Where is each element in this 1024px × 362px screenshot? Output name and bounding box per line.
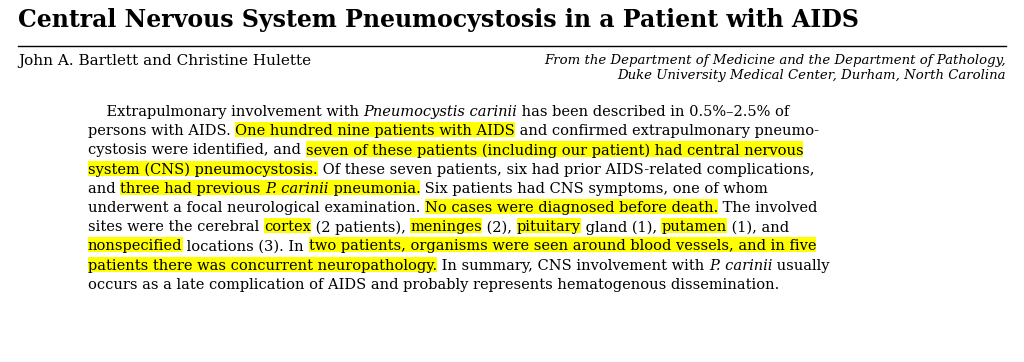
Text: cystosis were identified, and: cystosis were identified, and [88, 143, 305, 157]
Bar [305, 142, 803, 157]
Text: sites were the cerebral: sites were the cerebral [88, 220, 264, 234]
Text: occurs as a late complication of AIDS and probably represents hematogenous disse: occurs as a late complication of AIDS an… [88, 278, 779, 292]
Bar [88, 237, 182, 252]
Text: The involved: The involved [718, 201, 817, 215]
Text: system (CNS) pneumocystosis.: system (CNS) pneumocystosis. [88, 163, 317, 177]
Text: usually: usually [772, 258, 829, 273]
Text: three had previous: three had previous [120, 182, 265, 196]
Bar [411, 218, 482, 233]
Bar [120, 180, 265, 195]
Text: putamen: putamen [662, 220, 727, 234]
Text: Six patients had CNS symptoms, one of whom: Six patients had CNS symptoms, one of wh… [421, 182, 768, 196]
Text: Central Nervous System Pneumocystosis in a Patient with AIDS: Central Nervous System Pneumocystosis in… [18, 8, 859, 32]
Text: and: and [88, 182, 120, 196]
Text: pituitary: pituitary [517, 220, 581, 234]
Text: One hundred nine patients with AIDS: One hundred nine patients with AIDS [236, 124, 515, 138]
Text: underwent a focal neurological examination.: underwent a focal neurological examinati… [88, 201, 425, 215]
Text: P. carinii: P. carinii [709, 258, 772, 273]
Text: patients there was concurrent neuropathology.: patients there was concurrent neuropatho… [88, 258, 437, 273]
Text: seven of these patients (including our patient) had central nervous: seven of these patients (including our p… [305, 143, 803, 158]
Text: (2 patients),: (2 patients), [310, 220, 411, 235]
Text: gland (1),: gland (1), [581, 220, 662, 235]
Text: meninges: meninges [411, 220, 482, 234]
Text: In summary, CNS involvement with: In summary, CNS involvement with [437, 258, 709, 273]
Bar [329, 180, 421, 195]
Text: persons with AIDS.: persons with AIDS. [88, 124, 236, 138]
Text: Extrapulmonary involvement with: Extrapulmonary involvement with [88, 105, 364, 119]
Bar [517, 218, 581, 233]
Bar [309, 237, 816, 252]
Bar [662, 218, 727, 233]
Text: Pneumocystis carinii: Pneumocystis carinii [364, 105, 517, 119]
Text: (1), and: (1), and [727, 220, 788, 234]
Text: Of these seven patients, six had prior AIDS-related complications,: Of these seven patients, six had prior A… [317, 163, 814, 177]
Text: From the Department of Medicine and the Department of Pathology,: From the Department of Medicine and the … [545, 54, 1006, 67]
Text: has been described in 0.5%–2.5% of: has been described in 0.5%–2.5% of [517, 105, 790, 119]
Text: two patients, organisms were seen around blood vessels, and in five: two patients, organisms were seen around… [309, 239, 816, 253]
Bar [425, 199, 718, 214]
Bar [264, 218, 310, 233]
Text: No cases were diagnosed before death.: No cases were diagnosed before death. [425, 201, 718, 215]
Text: Duke University Medical Center, Durham, North Carolina: Duke University Medical Center, Durham, … [617, 69, 1006, 82]
Bar [88, 257, 437, 272]
Bar [265, 180, 329, 195]
Text: cortex: cortex [264, 220, 310, 234]
Text: and confirmed extrapulmonary pneumo-: and confirmed extrapulmonary pneumo- [515, 124, 819, 138]
Text: pneumonia.: pneumonia. [329, 182, 421, 196]
Text: locations (3). In: locations (3). In [182, 239, 309, 253]
Text: John A. Bartlett and Christine Hulette: John A. Bartlett and Christine Hulette [18, 54, 311, 68]
Text: (2),: (2), [482, 220, 517, 234]
Text: nonspecified: nonspecified [88, 239, 182, 253]
Bar [88, 161, 317, 176]
Bar [236, 122, 515, 137]
Text: P. carinii: P. carinii [265, 182, 329, 196]
